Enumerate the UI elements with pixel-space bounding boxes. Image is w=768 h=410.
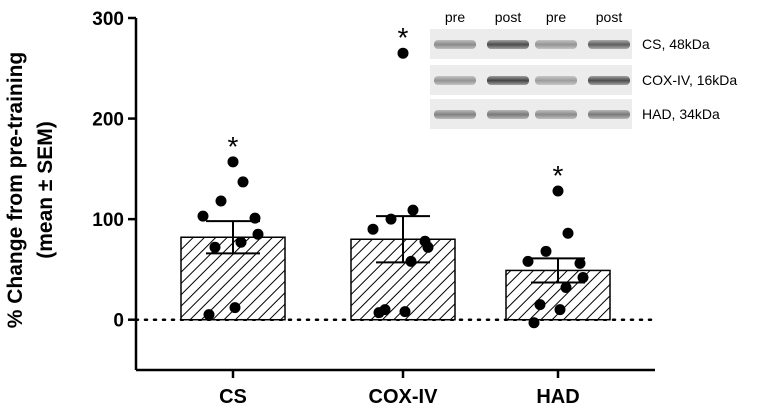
data-point-HAD-8 <box>554 304 566 316</box>
y-tick-label-0: 0 <box>113 311 124 332</box>
data-points <box>197 47 589 329</box>
data-point-CS-9 <box>203 309 215 321</box>
data-point-HAD-0 <box>552 185 564 197</box>
error-bar-COX-IV <box>376 215 430 264</box>
blot-band-0-3 <box>588 40 630 49</box>
blot-row-label-2: HAD, 34kDa <box>642 106 720 122</box>
significance-star-CS: * <box>228 131 239 162</box>
blot-band-0-0 <box>434 40 476 49</box>
blot-column-1: post <box>495 9 522 25</box>
error-bar-HAD <box>531 257 585 284</box>
blot-column-2: pre <box>546 9 566 25</box>
y-axis-label-line2: (mean ± SEM) <box>34 121 57 259</box>
x-tick-label-CS: CS <box>219 386 247 408</box>
data-point-CS-4 <box>249 212 261 224</box>
blot-row-label-1: COX-IV, 16kDa <box>642 72 737 88</box>
data-point-CS-2 <box>215 195 227 207</box>
blot-band-1-3 <box>588 76 630 85</box>
data-point-CS-6 <box>235 236 247 248</box>
data-point-HAD-3 <box>522 255 534 267</box>
x-tick-label-COX-IV: COX-IV <box>369 386 439 408</box>
y-axis-label: % Change from pre-training (mean ± SEM) <box>4 52 57 329</box>
data-point-CS-8 <box>229 302 241 314</box>
data-point-CS-5 <box>252 228 264 240</box>
data-point-HAD-4 <box>574 257 586 269</box>
x-tick-label-HAD: HAD <box>536 386 579 408</box>
data-point-HAD-1 <box>562 227 574 239</box>
data-point-COX-IV-3 <box>367 223 379 235</box>
blot-band-2-2 <box>535 110 577 119</box>
data-point-HAD-5 <box>577 271 589 283</box>
data-point-COX-IV-9 <box>373 307 385 319</box>
data-point-COX-IV-1 <box>407 204 419 216</box>
axes: 0 100 200 300 <box>92 9 657 378</box>
data-point-COX-IV-2 <box>385 213 397 225</box>
data-point-HAD-9 <box>528 317 540 329</box>
data-point-CS-3 <box>197 210 209 222</box>
data-point-COX-IV-5 <box>422 241 434 253</box>
blot-band-1-1 <box>487 76 529 85</box>
significance-star-COX-IV: * <box>398 22 409 53</box>
western-blot-inset: pre post pre post CS, 48kDa COX-IV, 16kDa HAD,… <box>430 9 737 129</box>
y-axis-label-line1: % Change from pre-training <box>4 52 27 329</box>
y-tick-label-1: 100 <box>92 210 124 231</box>
data-point-COX-IV-6 <box>405 255 417 267</box>
data-point-COX-IV-8 <box>399 306 411 318</box>
blot-band-2-1 <box>487 110 529 119</box>
y-tick-label-3: 300 <box>92 9 124 30</box>
data-point-CS-7 <box>209 241 221 253</box>
blot-band-1-2 <box>535 76 577 85</box>
data-point-CS-1 <box>237 176 249 188</box>
error-bars <box>206 215 585 284</box>
blot-band-2-0 <box>434 110 476 119</box>
y-tick-label-2: 200 <box>92 110 124 131</box>
blot-column-3: post <box>596 9 623 25</box>
data-point-COX-IV-0 <box>397 47 409 59</box>
data-point-HAD-2 <box>540 245 552 257</box>
significance-star-HAD: * <box>553 160 564 191</box>
blot-band-1-0 <box>434 76 476 85</box>
significance-markers: * * * <box>228 22 564 191</box>
category-labels: CS COX-IV HAD <box>219 386 580 408</box>
blot-row-label-0: CS, 48kDa <box>642 36 710 52</box>
data-point-CS-0 <box>227 156 239 168</box>
data-point-HAD-7 <box>534 299 546 311</box>
data-point-HAD-6 <box>560 282 572 294</box>
blot-column-0: pre <box>445 9 465 25</box>
blot-band-2-3 <box>588 110 630 119</box>
blot-band-0-1 <box>487 40 529 49</box>
blot-band-0-2 <box>535 40 577 49</box>
